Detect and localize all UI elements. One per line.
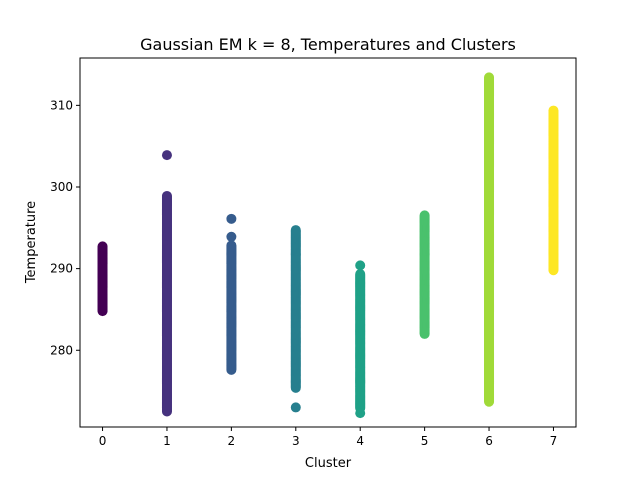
cluster-7-points (548, 105, 559, 276)
x-tick-label: 3 (292, 434, 300, 448)
chart-title: Gaussian EM k = 8, Temperatures and Clus… (140, 35, 516, 54)
cluster-3-points (290, 225, 301, 413)
y-axis-label: Temperature (24, 201, 39, 284)
data-point (226, 240, 237, 251)
outlier-point (355, 408, 366, 419)
cluster-5-points (419, 210, 430, 339)
x-tick-label: 0 (99, 434, 107, 448)
outlier-point (226, 213, 237, 224)
outlier-point (355, 260, 366, 271)
y-tick-label: 300 (50, 180, 73, 194)
x-tick-label: 6 (485, 434, 493, 448)
x-tick-label: 5 (421, 434, 429, 448)
outlier-point (226, 231, 237, 242)
outlier-point (290, 402, 301, 413)
data-point (419, 210, 430, 221)
cluster-0-points (97, 241, 108, 317)
x-tick-label: 2 (228, 434, 236, 448)
x-axis-label: Cluster (305, 456, 352, 471)
data-point (161, 190, 172, 201)
x-tick-label: 1 (163, 434, 171, 448)
outlier-point (161, 150, 172, 161)
y-tick-label: 280 (50, 343, 73, 357)
x-tick-label: 4 (356, 434, 364, 448)
cluster-6-points (484, 72, 495, 407)
y-tick-label: 290 (50, 262, 73, 276)
cluster-4-points (355, 260, 366, 419)
cluster-2-points (226, 213, 237, 375)
cluster-1-points (161, 150, 172, 417)
plot-frame (79, 57, 577, 428)
y-tick-label: 310 (50, 98, 73, 112)
x-axis-ticks: 0 1 2 3 4 5 6 7 (99, 427, 558, 448)
data-points (97, 72, 559, 419)
data-point (548, 105, 559, 116)
data-point (355, 269, 366, 280)
data-point (97, 241, 108, 252)
data-point (484, 72, 495, 83)
x-tick-label: 7 (550, 434, 558, 448)
data-point (290, 225, 301, 236)
y-axis-ticks: 280 290 300 310 (50, 98, 80, 357)
